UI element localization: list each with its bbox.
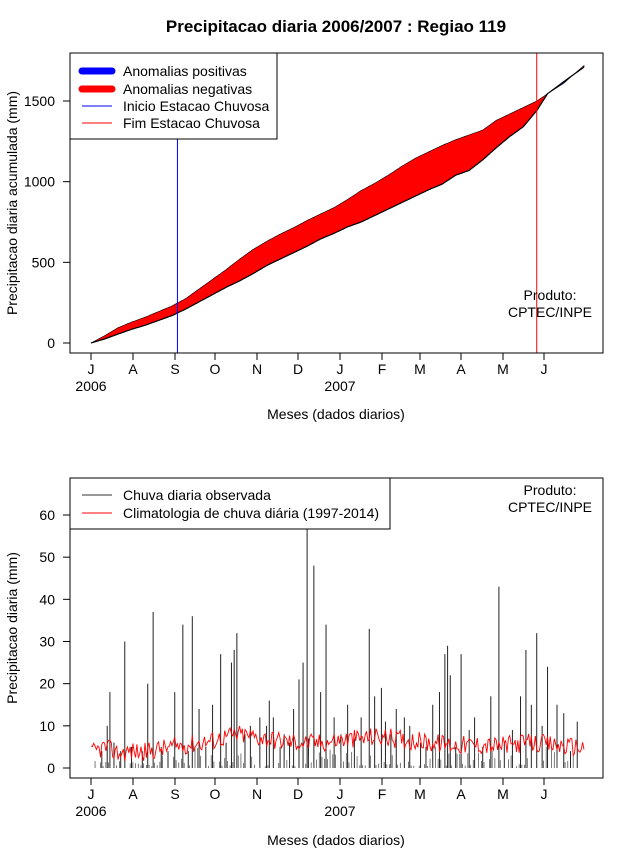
- y-tick-label: 10: [39, 718, 55, 734]
- x-tick-label: M: [497, 361, 509, 377]
- x-tick-label: J: [88, 361, 95, 377]
- observed-daily-bars: [94, 527, 578, 768]
- legend-label: Climatologia de chuva diária (1997-2014): [123, 505, 379, 521]
- year-label: 2007: [324, 803, 355, 819]
- x-tick-label: M: [414, 786, 426, 802]
- x-tick-label: J: [541, 786, 548, 802]
- x-tick-label: J: [88, 786, 95, 802]
- legend-label: Anomalias positivas: [123, 63, 247, 79]
- x-tick-label: A: [456, 786, 466, 802]
- x-tick-label: O: [210, 361, 221, 377]
- figure-title: Precipitacao diaria 2006/2007 : Regiao 1…: [166, 17, 506, 36]
- x-tick-label: S: [170, 786, 179, 802]
- product-source: CPTEC/INPE: [508, 304, 592, 320]
- x-tick-label: O: [210, 786, 221, 802]
- observed-cumulative-line: [90, 66, 585, 344]
- legend-label: Fim Estacao Chuvosa: [123, 115, 260, 131]
- y-tick-label: 1500: [24, 93, 55, 109]
- legend-label: Anomalias negativas: [123, 81, 252, 97]
- y-tick-label: 20: [39, 676, 55, 692]
- x-tick-label: M: [414, 361, 426, 377]
- x-tick-label: D: [293, 361, 303, 377]
- climatology-line: [90, 725, 585, 761]
- product-label: Produto:: [524, 482, 577, 498]
- x-tick-label: N: [252, 786, 262, 802]
- legend: Chuva diaria observada Climatologia de c…: [69, 477, 391, 530]
- x-tick-label: A: [128, 786, 138, 802]
- x-tick-label: F: [378, 361, 387, 377]
- x-tick-label: J: [337, 361, 344, 377]
- legend-box: [69, 52, 278, 140]
- x-tick-label: A: [128, 361, 138, 377]
- y-tick-label: 0: [47, 760, 55, 776]
- x-tick-label: D: [293, 786, 303, 802]
- x-tick-label: F: [378, 786, 387, 802]
- y-tick-label: 50: [39, 549, 55, 565]
- x-tick-label: J: [337, 786, 344, 802]
- year-label: 2006: [75, 378, 106, 394]
- x-tick-label: M: [497, 786, 509, 802]
- product-source: CPTEC/INPE: [508, 499, 592, 515]
- x-tick-label: A: [456, 361, 466, 377]
- legend-box: [69, 477, 391, 530]
- year-label: 2007: [324, 378, 355, 394]
- y-axis-label: Precipitacao diaria acumulada (mm): [4, 91, 20, 315]
- legend-label: Chuva diaria observada: [123, 487, 271, 503]
- x-axis-label: Meses (dados diarios): [267, 406, 405, 422]
- product-label: Produto:: [524, 287, 577, 303]
- y-axis: 0 500 1000 1500: [24, 93, 71, 351]
- legend: Anomalias positivas Anomalias negativas …: [69, 52, 278, 140]
- y-tick-label: 0: [47, 335, 55, 351]
- year-label: 2006: [75, 803, 106, 819]
- legend-label: Inicio Estacao Chuvosa: [123, 98, 270, 114]
- x-tick-label: J: [541, 361, 548, 377]
- y-axis: 0 10 20 30 40 50 60: [39, 507, 71, 776]
- x-tick-label: S: [170, 361, 179, 377]
- y-tick-label: 40: [39, 591, 55, 607]
- y-tick-label: 500: [32, 254, 56, 270]
- y-tick-label: 60: [39, 507, 55, 523]
- x-tick-label: N: [252, 361, 262, 377]
- y-axis-label: Precipitacao diaria (mm): [4, 552, 20, 704]
- x-axis-label: Meses (dados diarios): [267, 832, 405, 848]
- y-tick-label: 30: [39, 634, 55, 650]
- y-tick-label: 1000: [24, 174, 55, 190]
